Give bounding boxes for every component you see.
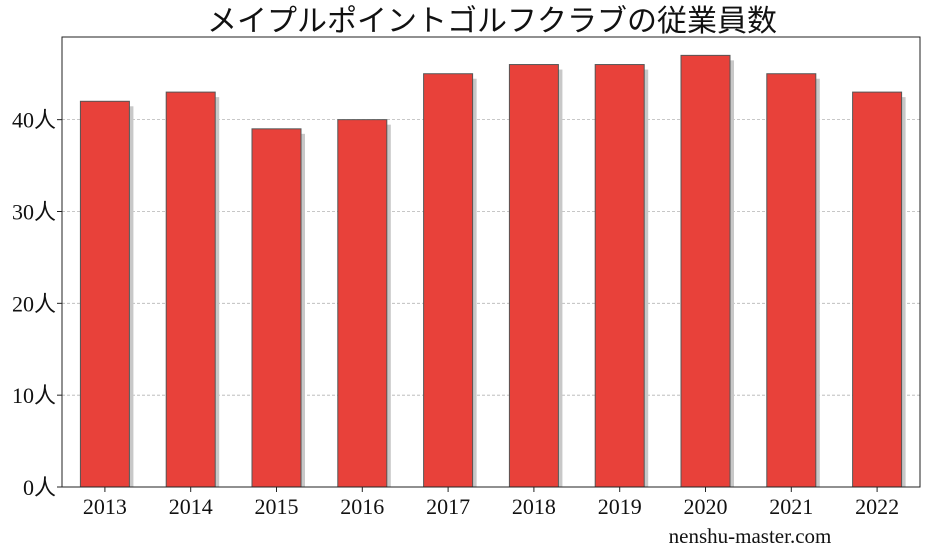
bar-2015 — [251, 128, 302, 488]
bar-2017 — [423, 73, 474, 488]
bar-2014 — [165, 91, 216, 488]
y-tick-label: 40人 — [12, 108, 56, 133]
bar-2020 — [680, 54, 731, 488]
x-tick-label: 2020 — [684, 494, 728, 519]
y-tick-label: 30人 — [12, 199, 56, 224]
x-tick-label: 2017 — [426, 494, 470, 519]
x-tick-label: 2015 — [255, 494, 299, 519]
x-tick-label: 2022 — [855, 494, 899, 519]
bar-2016 — [337, 119, 388, 488]
x-tick-label: 2018 — [512, 494, 556, 519]
x-tick-label: 2013 — [83, 494, 127, 519]
y-tick-label: 20人 — [12, 291, 56, 316]
x-tick-label: 2016 — [340, 494, 384, 519]
x-axis-ticks: 2013 2014 2015 2016 2017 2018 2019 2020 2021 2022 — [83, 487, 899, 519]
y-tick-label: 0人 — [23, 475, 56, 500]
y-axis-ticks: 0人 10人 20人 30人 40人 — [12, 108, 62, 500]
x-tick-label: 2021 — [769, 494, 813, 519]
bar-layer — [79, 54, 903, 488]
bar-2019 — [594, 64, 645, 488]
bar-2018 — [508, 64, 559, 488]
bar-2022 — [852, 91, 903, 488]
bar-2013 — [79, 100, 130, 488]
chart-title: メイプルポイントゴルフクラブの従業員数 — [207, 4, 777, 39]
watermark-text: nenshu-master.com — [669, 524, 832, 548]
plot-frame — [61, 36, 921, 488]
y-tick-label: 10人 — [12, 383, 56, 408]
x-tick-label: 2019 — [598, 494, 642, 519]
x-tick-label: 2014 — [169, 494, 213, 519]
bar-2021 — [766, 73, 817, 488]
